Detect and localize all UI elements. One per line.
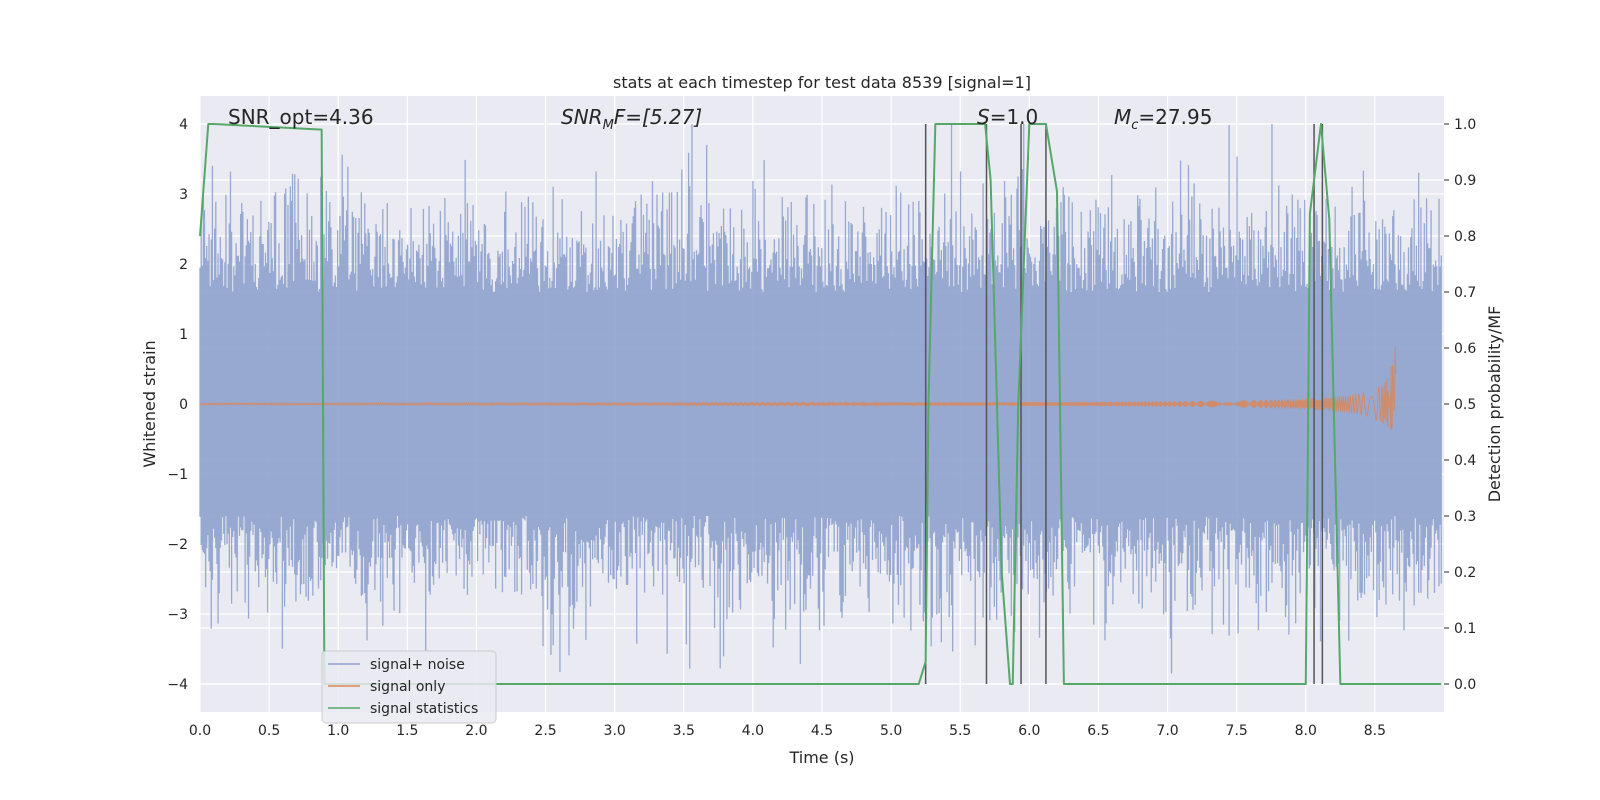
x-tick-label: 2.0 — [465, 723, 487, 739]
annotation-s-rest: =1.0 — [990, 105, 1039, 129]
x-tick-label: 1.5 — [396, 723, 418, 739]
legend-label-signal-only: signal only — [370, 679, 445, 695]
annotation-mc-rest: =27.95 — [1138, 105, 1212, 129]
x-tick-label: 8.5 — [1364, 723, 1386, 739]
y-tick-label: −2 — [167, 537, 188, 553]
y-right-tick-label: 0.5 — [1454, 397, 1476, 413]
x-tick-label: 3.0 — [604, 723, 626, 739]
legend-label-signal-noise: signal+ noise — [370, 657, 465, 673]
annotation-snr-mf-sub: M — [603, 118, 614, 133]
annotation-snr-mf-rest: F=[5.27] — [614, 105, 702, 129]
y-right-tick-label: 0.8 — [1454, 229, 1476, 245]
annotation-snr-opt: SNR_opt=4.36 — [228, 105, 374, 129]
y-tick-label: 1 — [179, 327, 188, 343]
y-tick-label: 4 — [179, 117, 188, 133]
y-right-tick-label: 0.3 — [1454, 509, 1476, 525]
y-tick-label: 0 — [179, 397, 188, 413]
x-tick-label: 4.5 — [811, 723, 833, 739]
y-right-tick-label: 0.2 — [1454, 565, 1476, 581]
annotation-snr-mf-main: SNR — [561, 105, 603, 129]
y-axis-label: Whitened strain — [140, 340, 159, 467]
x-tick-label: 6.0 — [1018, 723, 1040, 739]
x-tick-label: 0.5 — [258, 723, 280, 739]
y-right-tick-label: 0.1 — [1454, 621, 1476, 637]
x-tick-label: 5.5 — [949, 723, 971, 739]
y-tick-label: −1 — [167, 467, 188, 483]
y-right-tick-label: 0.9 — [1454, 173, 1476, 189]
y-tick-label: 2 — [179, 257, 188, 273]
x-tick-label: 5.0 — [880, 723, 902, 739]
annotation-s-main: S — [977, 105, 990, 129]
x-tick-label: 4.0 — [742, 723, 764, 739]
y-right-tick-label: 1.0 — [1454, 117, 1476, 133]
x-tick-label: 7.0 — [1156, 723, 1178, 739]
x-tick-label: 0.0 — [189, 723, 211, 739]
chart-title: stats at each timestep for test data 853… — [613, 73, 1031, 92]
x-tick-label: 6.5 — [1087, 723, 1109, 739]
x-tick-label: 7.5 — [1226, 723, 1248, 739]
x-tick-label: 8.0 — [1295, 723, 1317, 739]
annotation-mc: Mc=27.95 — [1114, 105, 1212, 133]
x-axis-label: Time (s) — [788, 748, 854, 767]
x-tick-label: 2.5 — [534, 723, 556, 739]
annotation-mc-main: M — [1114, 105, 1131, 129]
annotation-snr-mf: SNRMF=[5.27] — [561, 105, 702, 133]
x-tick-label: 1.0 — [327, 723, 349, 739]
y-tick-label: −3 — [167, 607, 188, 623]
legend: signal+ noise signal only signal statist… — [321, 650, 497, 724]
x-tick-label: 3.5 — [673, 723, 695, 739]
y-tick-label: −4 — [167, 677, 188, 693]
y-axis-label-right: Detection probability/MF — [1485, 306, 1504, 503]
annotation-s: S=1.0 — [977, 105, 1038, 129]
y-right-tick-label: 0.4 — [1454, 453, 1476, 469]
y-right-tick-label: 0.0 — [1454, 677, 1476, 693]
annotation-mc-sub: c — [1131, 118, 1138, 133]
y-right-tick-label: 0.6 — [1454, 341, 1476, 357]
series-signal-only — [199, 345, 1397, 430]
y-right-tick-label: 0.7 — [1454, 285, 1476, 301]
legend-box — [321, 650, 497, 724]
axes: 0.0 0.5 1.0 1.5 2.0 2.5 3.0 3.5 4.0 4.5 5.0 5.5 6.0 6… — [167, 117, 1476, 739]
y-tick-label: 3 — [179, 187, 188, 203]
legend-label-signal-statistics: signal statistics — [370, 701, 478, 717]
